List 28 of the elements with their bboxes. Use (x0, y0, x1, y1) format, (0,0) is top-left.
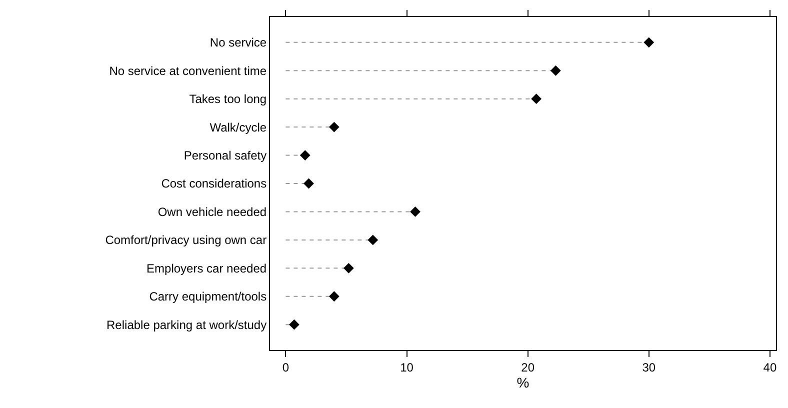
point (328, 291, 340, 302)
y-tick-label: Takes too long (189, 92, 267, 106)
y-tick-label: Cost considerations (161, 176, 267, 191)
x-tick-label: 0 (282, 360, 290, 374)
y-tick-label: Carry equipment/tools (149, 290, 267, 304)
point (304, 178, 314, 189)
y-tick-label: Walk/cycle (210, 120, 267, 134)
x-tick-label: 20 (521, 360, 535, 374)
point (300, 150, 310, 160)
x-axis-title: % (516, 374, 530, 391)
y-tick-label: Personal safety (184, 148, 267, 162)
point (644, 37, 654, 48)
point (368, 234, 378, 246)
point (289, 319, 300, 330)
point (531, 94, 542, 104)
x-tick-label: 40 (763, 360, 777, 374)
y-tick-label: Employers car needed (146, 261, 267, 276)
x-tick-label: 30 (642, 360, 656, 374)
x-tick-label: 10 (400, 360, 414, 374)
point (343, 262, 354, 274)
y-tick-label: No service at convenient time (109, 64, 267, 78)
point (328, 122, 340, 132)
point (550, 65, 561, 76)
point (410, 206, 420, 217)
y-tick-label: Comfort/privacy using own car (105, 233, 267, 248)
y-tick-label: Own vehicle needed (158, 204, 267, 219)
y-tick-label: No service (210, 36, 267, 50)
y-tick-label: Reliable parking at work/study (106, 318, 267, 332)
